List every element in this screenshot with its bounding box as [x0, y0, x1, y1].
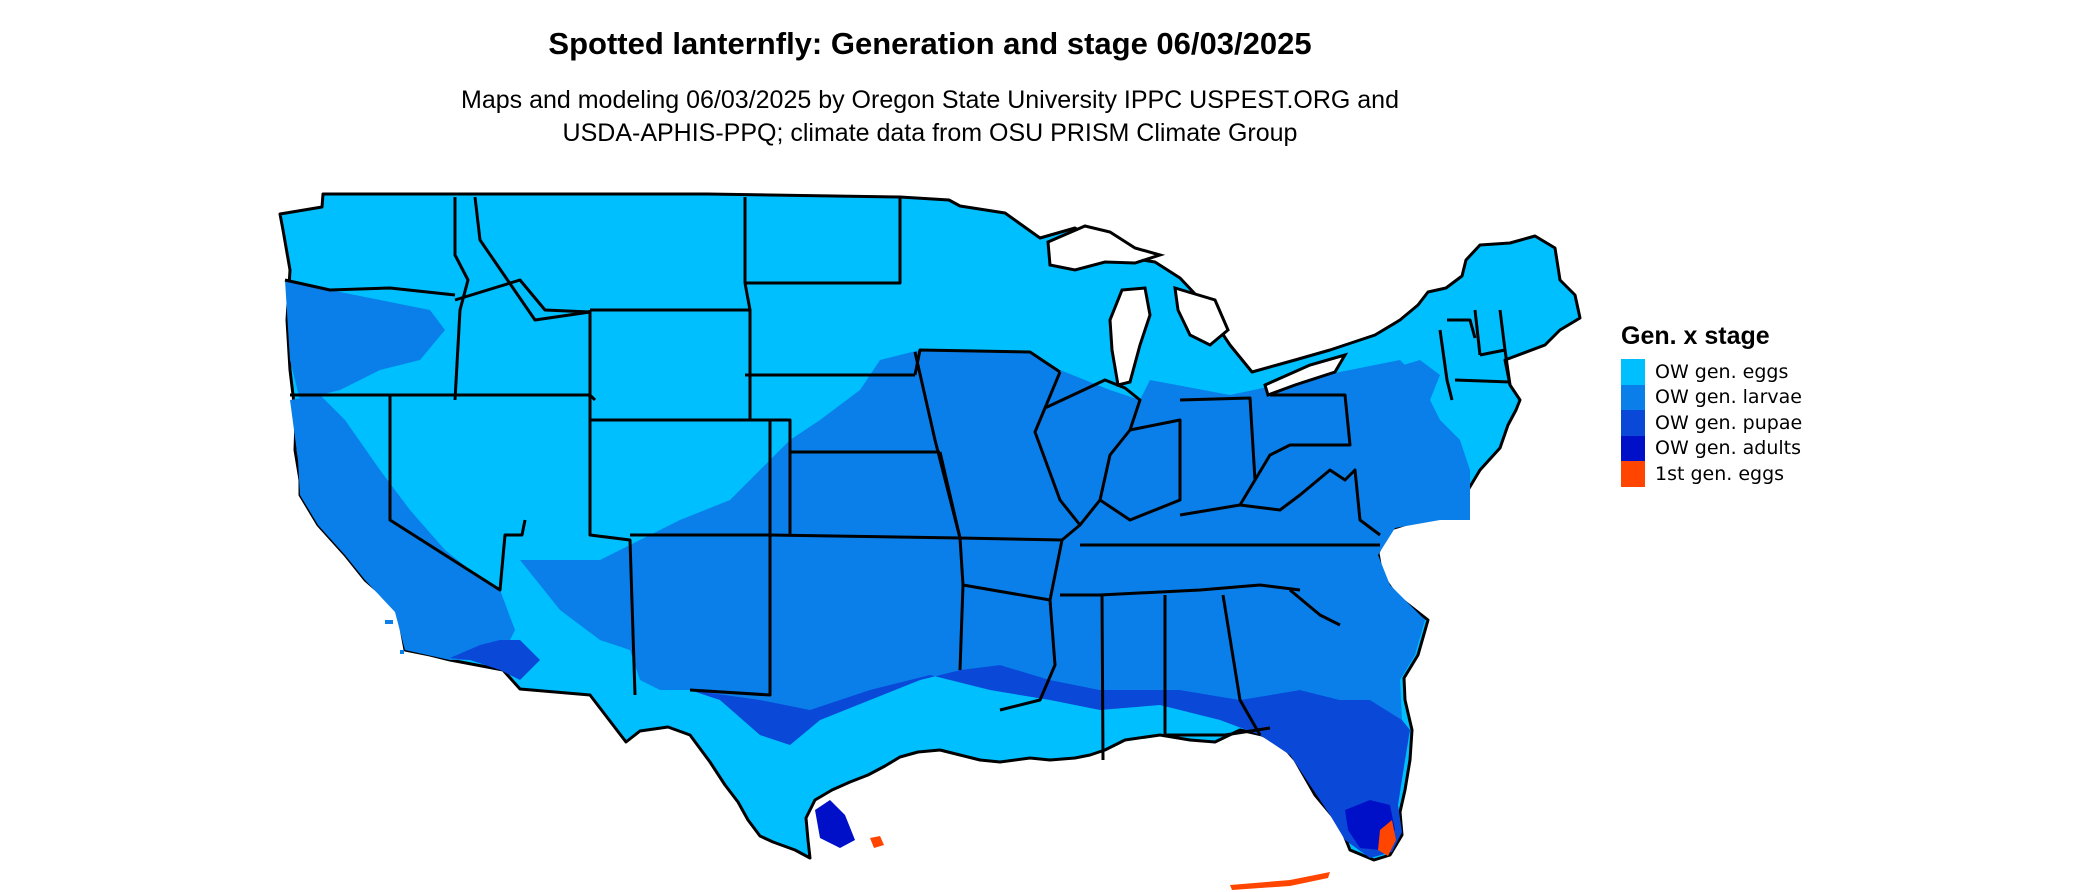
legend-label: 1st gen. eggs [1655, 462, 1785, 485]
legend: Gen. x stage OW gen. eggs OW gen. larvae O… [1621, 322, 1802, 487]
legend-swatch [1621, 461, 1645, 487]
legend-swatch [1621, 384, 1645, 410]
adults-south-texas [815, 800, 855, 848]
larvae-east [1290, 360, 1440, 418]
great-lakes [1046, 224, 1349, 397]
first-gen-egg-regions [870, 820, 1396, 890]
lake-huron [1173, 285, 1230, 347]
pupae-regions [450, 640, 1410, 858]
legend-swatch [1621, 359, 1645, 385]
legend-label: OW gen. eggs [1655, 360, 1789, 383]
pupae-southwest [450, 640, 540, 680]
legend-label: OW gen. pupae [1655, 411, 1803, 434]
map-subtitle: Maps and modeling 06/03/2025 by Oregon S… [0, 84, 1860, 150]
legend-item: OW gen. adults [1621, 435, 1802, 461]
lake-erie [1263, 352, 1349, 397]
legend-title: Gen. x stage [1621, 322, 1770, 350]
legend-label: OW gen. larvae [1655, 386, 1802, 409]
map-title: Spotted lanternfly: Generation and stage… [548, 26, 1312, 61]
legend-swatch [1621, 435, 1645, 461]
lake-michigan [1108, 286, 1152, 387]
first-gen-eggs-keys [1230, 872, 1330, 890]
coastal-islands [385, 620, 425, 654]
subtitle-line-1: Maps and modeling 06/03/2025 by Oregon S… [461, 86, 1399, 114]
legend-label: OW gen. adults [1655, 437, 1802, 460]
larvae-northwest [285, 280, 445, 400]
legend-items: OW gen. eggs OW gen. larvae OW gen. pupae O… [1621, 359, 1802, 487]
legend-item: OW gen. larvae [1621, 384, 1802, 410]
legend-item: 1st gen. eggs [1621, 461, 1802, 487]
state-borders [284, 196, 1512, 761]
subtitle-line-2: USDA-APHIS-PPQ; climate data from OSU PR… [562, 119, 1298, 147]
adult-regions [815, 800, 1395, 850]
pupae-gulf [690, 665, 1410, 858]
legend-item: OW gen. eggs [1621, 359, 1802, 385]
legend-item: OW gen. pupae [1621, 410, 1802, 436]
legend-swatch [1621, 410, 1645, 436]
first-gen-eggs-texas [870, 836, 884, 848]
lake-superior [1046, 224, 1166, 272]
first-gen-eggs-florida [1378, 820, 1396, 856]
